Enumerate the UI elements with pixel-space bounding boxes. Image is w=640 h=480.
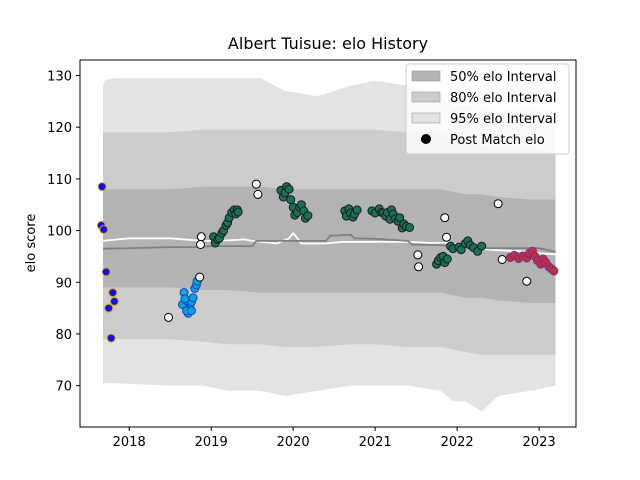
post-match-point xyxy=(97,182,107,192)
post-match-point xyxy=(456,245,466,255)
x-tick-label: 2022 xyxy=(441,435,474,450)
legend-label: 50% elo Interval xyxy=(450,70,557,85)
post-match-point xyxy=(99,225,109,234)
legend: 50% elo Interval 80% elo Interval 95% elo … xyxy=(405,63,570,155)
y-tick-label: 80 xyxy=(55,328,72,343)
x-tick-label: 2021 xyxy=(359,435,392,450)
post-match-point xyxy=(187,306,196,316)
post-match-point xyxy=(284,184,294,194)
post-match-point xyxy=(233,207,243,217)
axes: 2018 2019 2020 2021 2022 2023 70 80 90 100 110 120 1… xyxy=(47,59,577,450)
post-match-point xyxy=(196,240,205,249)
y-tick-label: 130 xyxy=(47,70,72,85)
post-match-point xyxy=(414,262,424,272)
x-tick-label: 2020 xyxy=(277,435,310,450)
post-match-point xyxy=(196,232,206,242)
y-tick-label: 110 xyxy=(47,173,72,188)
post-match-point xyxy=(413,250,423,260)
post-match-point xyxy=(497,255,507,264)
post-match-point xyxy=(440,213,450,223)
post-match-point xyxy=(352,205,362,215)
post-match-point xyxy=(303,211,313,221)
post-match-point xyxy=(522,276,532,286)
y-axis-label: elo score xyxy=(24,214,39,273)
legend-swatch xyxy=(411,91,441,103)
y-tick-label: 100 xyxy=(47,225,72,240)
x-tick-label: 2019 xyxy=(195,435,228,450)
post-match-point xyxy=(286,195,296,205)
post-match-point xyxy=(188,293,198,303)
y-tick-label: 90 xyxy=(55,276,72,291)
x-tick-label: 2023 xyxy=(523,435,556,450)
x-tick-label: 2018 xyxy=(113,435,146,450)
legend-label: 95% elo Interval xyxy=(450,112,557,127)
post-match-point xyxy=(106,333,116,343)
legend-label: 80% elo Interval xyxy=(450,91,557,106)
post-match-point xyxy=(108,288,118,298)
post-match-point xyxy=(493,199,503,209)
plot-area xyxy=(96,78,559,412)
y-tick-label: 70 xyxy=(55,380,72,395)
post-match-point xyxy=(549,266,559,276)
post-match-point xyxy=(109,296,119,306)
legend-marker xyxy=(421,134,431,144)
post-match-point xyxy=(104,303,114,313)
y-tick-label: 120 xyxy=(47,121,72,136)
legend-label: Post Match elo xyxy=(450,133,545,148)
post-match-point xyxy=(395,213,405,223)
post-match-point xyxy=(195,272,205,282)
post-match-point xyxy=(405,223,415,232)
legend-swatch xyxy=(411,70,441,82)
post-match-point xyxy=(101,267,111,277)
axes-frame xyxy=(79,59,577,428)
post-match-point xyxy=(477,241,487,251)
interval-band xyxy=(103,186,556,303)
post-match-point xyxy=(442,232,451,242)
post-match-point xyxy=(180,294,190,304)
legend-box xyxy=(405,63,570,155)
post-match-point xyxy=(442,254,452,264)
chart-title: Albert Tuisue: elo History xyxy=(228,34,428,53)
post-match-point xyxy=(251,179,261,189)
legend-swatch xyxy=(411,112,441,124)
post-match-point xyxy=(164,312,173,322)
post-match-point xyxy=(253,189,263,199)
